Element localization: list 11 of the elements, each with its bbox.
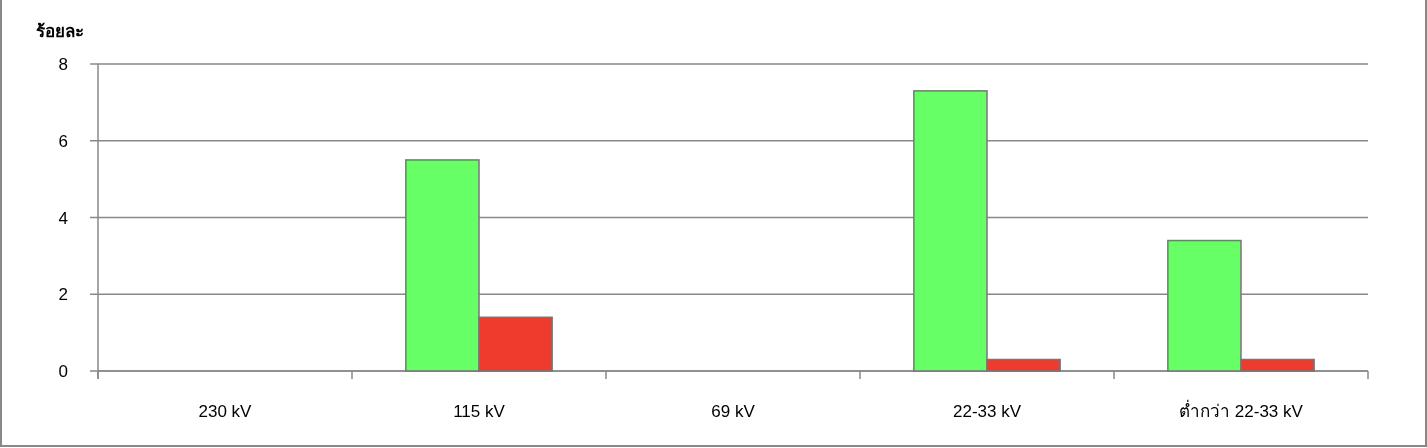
y-tick-label: 6 bbox=[58, 131, 68, 151]
x-tick-label: ต่ำกว่า 22-33 kV bbox=[1179, 399, 1304, 421]
x-tick-label: 22-33 kV bbox=[952, 402, 1022, 421]
y-tick-label: 4 bbox=[58, 208, 68, 228]
y-axis-title: ร้อยละ bbox=[36, 22, 84, 41]
x-tick-label: 230 kV bbox=[198, 402, 253, 421]
y-tick-label: 0 bbox=[58, 362, 68, 381]
y-tick-label: 2 bbox=[58, 285, 68, 305]
y-tick-label: 8 bbox=[58, 55, 68, 74]
x-tick-label: 115 kV bbox=[453, 402, 506, 421]
x-tick-label: 69 kV bbox=[711, 402, 756, 421]
